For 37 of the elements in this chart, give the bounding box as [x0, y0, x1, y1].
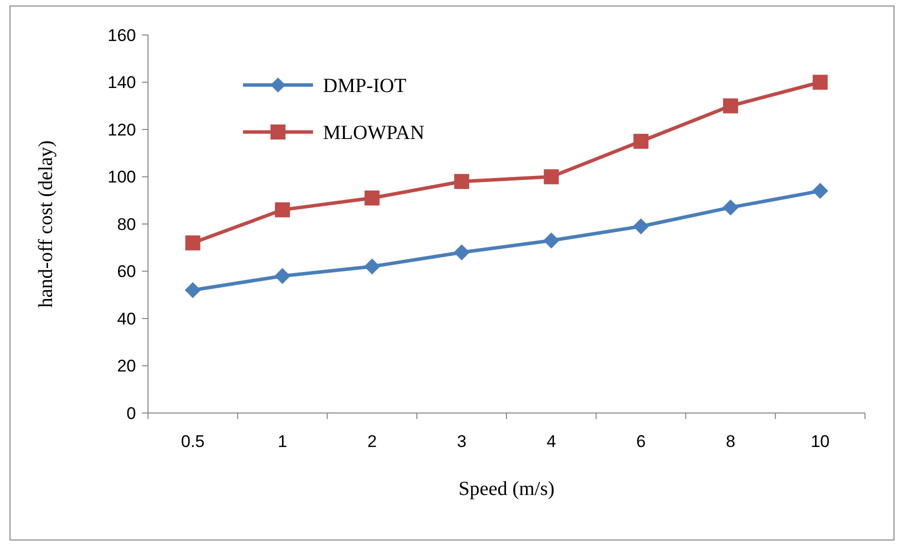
legend-label: DMP-IOT — [323, 75, 406, 97]
point — [812, 182, 828, 199]
y-axis-title: hand-off cost (delay) — [35, 140, 57, 308]
point — [454, 174, 470, 189]
x-tick-label: 2 — [367, 432, 377, 451]
point — [454, 244, 470, 260]
x-tick-label: 3 — [456, 432, 466, 451]
y-tick-label: 20 — [117, 356, 136, 376]
point — [274, 268, 290, 284]
y-tick-label: 40 — [117, 309, 136, 328]
point — [722, 199, 739, 216]
x-tick-label: 4 — [546, 432, 556, 451]
legend-label: MLOWPAN — [323, 122, 424, 144]
point — [185, 235, 200, 250]
x-tick-label: 6 — [636, 432, 646, 451]
y-tick-label: 120 — [108, 120, 136, 140]
y-tick-label: 160 — [108, 26, 136, 45]
y-tick-label: 0 — [126, 404, 136, 423]
point — [274, 202, 290, 218]
y-tick-label: 140 — [108, 73, 136, 92]
point — [633, 134, 648, 149]
point — [364, 258, 380, 275]
point — [812, 74, 828, 90]
point — [184, 282, 201, 298]
x-tick-label: 1 — [278, 432, 288, 451]
point — [543, 232, 560, 249]
y-tick-label: 60 — [117, 262, 136, 282]
point — [364, 190, 380, 206]
point — [632, 218, 649, 234]
y-tick-label: 80 — [117, 214, 136, 234]
y-tick-label: 100 — [108, 168, 136, 187]
point — [544, 169, 559, 184]
x-tick-label: 10 — [810, 432, 830, 451]
x-tick-label: 0.5 — [180, 432, 205, 451]
x-tick-label: 8 — [726, 432, 736, 451]
point — [723, 98, 738, 114]
x-axis-title: Speed (m/s) — [458, 478, 555, 500]
